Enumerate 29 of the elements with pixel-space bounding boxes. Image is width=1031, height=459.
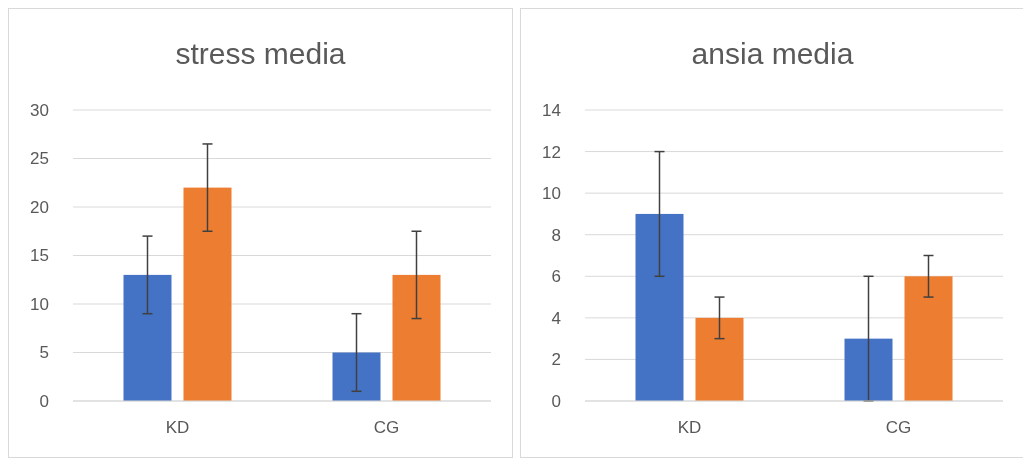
y-tick-label: 25 — [30, 149, 49, 169]
y-tick-label: 8 — [551, 225, 561, 245]
x-tick-label: KD — [165, 418, 190, 437]
bar — [123, 274, 172, 401]
y-tick-label: 30 — [30, 100, 49, 120]
y-tick-label: 2 — [551, 350, 561, 370]
bar — [844, 338, 893, 401]
chart-title: stress media — [175, 37, 346, 70]
bar — [183, 187, 232, 401]
y-tick-label: 5 — [39, 343, 49, 363]
y-tick-label: 4 — [551, 308, 561, 328]
bar — [332, 352, 381, 401]
y-tick-label: 10 — [542, 184, 561, 204]
chart-title: ansia media — [691, 37, 854, 70]
x-tick-label: CG — [885, 418, 912, 437]
y-tick-label: 15 — [30, 246, 49, 266]
x-tick-label: KD — [677, 418, 702, 437]
y-tick-label: 0 — [551, 391, 561, 411]
bar — [904, 276, 953, 401]
y-tick-label: 20 — [30, 197, 49, 217]
y-tick-label: 14 — [542, 100, 561, 120]
y-tick-label: 6 — [551, 267, 561, 287]
x-tick-label: CG — [373, 418, 400, 437]
bar — [635, 213, 684, 401]
bar — [392, 274, 441, 401]
bar — [695, 317, 744, 401]
y-tick-label: 10 — [30, 294, 49, 314]
y-tick-label: 0 — [39, 391, 49, 411]
y-tick-label: 12 — [542, 142, 561, 162]
